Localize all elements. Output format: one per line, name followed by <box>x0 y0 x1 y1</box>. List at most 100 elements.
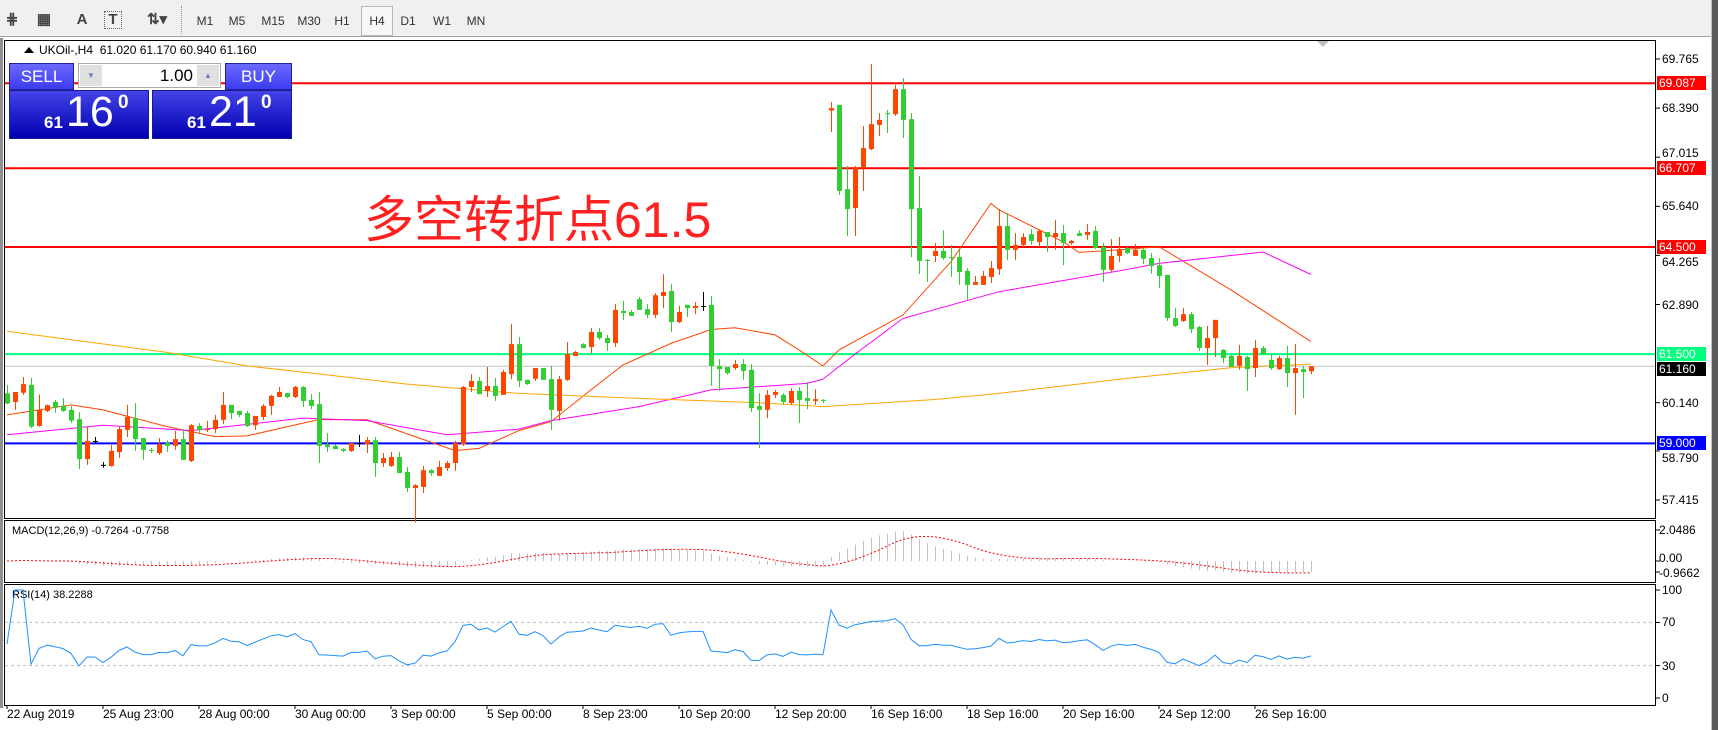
candle-body <box>1309 366 1314 372</box>
candle <box>1029 229 1034 245</box>
candle-body <box>1045 232 1050 238</box>
candle <box>1077 230 1082 236</box>
candle <box>677 305 682 324</box>
level-price-label: 59.000 <box>1657 436 1706 451</box>
candle <box>1005 213 1010 260</box>
candle-body <box>733 364 738 369</box>
candle <box>421 465 426 494</box>
buy-price[interactable]: 61 21 0 <box>152 88 292 139</box>
lot-increase-icon[interactable]: ▲ <box>197 65 219 86</box>
lot-size-input[interactable]: 1.00 <box>159 66 193 85</box>
candle <box>701 292 706 311</box>
candle <box>165 440 170 452</box>
candle <box>1037 229 1042 248</box>
candle-body <box>413 485 418 489</box>
candle <box>725 366 730 375</box>
candle <box>117 425 122 459</box>
candle <box>869 64 874 151</box>
arrows-dropdown-icon[interactable]: ⇅▾ <box>146 11 168 28</box>
candle-body <box>493 385 498 396</box>
candle-body <box>325 444 330 447</box>
candle-body <box>1157 265 1162 276</box>
timeframe-w1[interactable]: W1 <box>433 14 451 28</box>
timeframe-h1[interactable]: H1 <box>334 14 350 28</box>
candle <box>501 369 506 395</box>
candle-body <box>109 450 114 466</box>
candle-body <box>85 440 90 460</box>
candle <box>341 448 346 452</box>
candle-body <box>461 386 466 445</box>
candle <box>485 366 490 397</box>
candle-body <box>1029 234 1034 241</box>
candle-body <box>381 458 386 464</box>
fibonacci-expansion-icon[interactable]: ⋕ <box>5 11 19 28</box>
candle-body <box>1229 355 1234 367</box>
candle-body <box>1197 327 1202 349</box>
buy-button[interactable]: BUY <box>225 63 292 90</box>
candle-body <box>685 304 690 309</box>
candle-body <box>773 391 778 395</box>
macd-axis-label: 0.00 <box>1659 551 1683 565</box>
lot-size-stepper[interactable]: ▼ 1.00 ▲ <box>78 63 221 88</box>
candle <box>829 102 834 133</box>
candle <box>957 249 962 285</box>
timeframe-m5[interactable]: M5 <box>228 14 246 28</box>
candle <box>197 423 202 434</box>
candle-body <box>365 440 370 445</box>
sell-price[interactable]: 61 16 0 <box>9 88 149 139</box>
candle <box>357 434 362 447</box>
candle-body <box>1301 369 1306 372</box>
candle <box>965 268 970 300</box>
level-price-label: 61.500 <box>1657 347 1706 362</box>
candle-body <box>437 466 442 476</box>
timeframe-m1[interactable]: M1 <box>196 14 214 28</box>
macd-panel[interactable]: MACD(12,26,9) -0.7264 -0.7758 <box>4 520 1656 583</box>
candle-body <box>1013 244 1018 250</box>
rsi-panel[interactable]: RSI(14) 38.2288 <box>4 584 1656 706</box>
candle <box>525 379 530 385</box>
candle-body <box>853 167 858 209</box>
timeframe-m30[interactable]: M30 <box>297 14 321 28</box>
timeframe-mn[interactable]: MN <box>466 14 486 28</box>
buy-price-prefix: 61 <box>187 113 206 132</box>
candle-body <box>1173 318 1178 326</box>
candle <box>645 304 650 319</box>
candle-body <box>925 259 930 261</box>
candle <box>741 359 746 380</box>
candle-body <box>357 443 362 445</box>
candle-body <box>893 89 898 115</box>
candle <box>245 410 250 427</box>
candle <box>413 484 418 523</box>
candle-body <box>1205 338 1210 349</box>
candle-body <box>1141 249 1146 259</box>
candle <box>1133 244 1138 256</box>
fibonacci-fan-icon[interactable]: ▦ <box>36 11 52 28</box>
timeframe-d1[interactable]: D1 <box>400 14 416 28</box>
candle-body <box>53 401 58 408</box>
candle <box>709 295 714 386</box>
ohlc-values: 61.020 61.170 60.940 61.160 <box>99 43 257 57</box>
timeframe-h4[interactable]: H4 <box>361 6 393 36</box>
candle-body <box>501 371 506 395</box>
candle <box>837 104 842 195</box>
chart-annotation-text[interactable]: 多空转折点61.5 <box>364 192 712 248</box>
candle-body <box>245 413 250 426</box>
candle <box>429 469 434 476</box>
candle-body <box>525 379 530 385</box>
chart-shift-marker-icon[interactable] <box>1317 41 1329 47</box>
lot-decrease-icon[interactable]: ▼ <box>80 65 102 86</box>
level-price-label: 64.500 <box>1657 240 1706 254</box>
candle <box>101 461 106 468</box>
candle <box>1125 247 1130 255</box>
symbol-header: UKOil-,H4 61.020 61.170 60.940 61.160 <box>24 43 257 57</box>
candle <box>445 460 450 471</box>
candle-body <box>197 425 202 430</box>
collapse-triangle-icon[interactable] <box>24 47 34 53</box>
text-box-icon[interactable]: T <box>104 11 122 29</box>
candle-body <box>269 395 274 406</box>
timeframe-m15[interactable]: M15 <box>261 14 285 28</box>
candle <box>765 389 770 419</box>
candle <box>565 342 570 381</box>
text-label-icon[interactable]: A <box>76 11 88 28</box>
sell-button[interactable]: SELL <box>9 63 74 90</box>
